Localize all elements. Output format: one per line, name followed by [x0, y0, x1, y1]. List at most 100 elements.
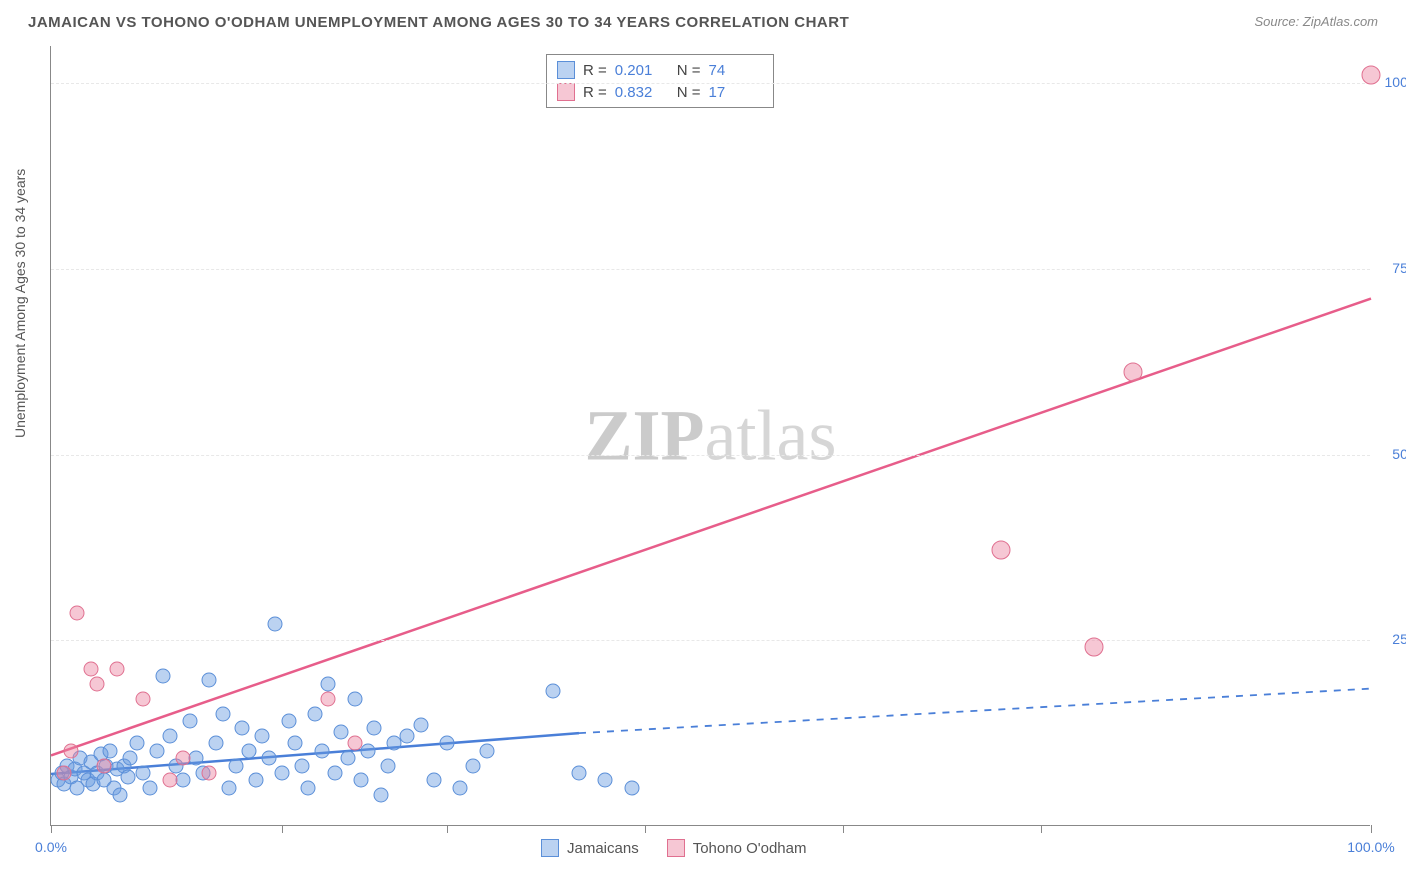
data-point: [268, 617, 283, 632]
y-tick-label: 100.0%: [1385, 74, 1406, 90]
data-point: [90, 676, 105, 691]
data-point: [149, 743, 164, 758]
data-point: [96, 758, 111, 773]
data-point: [1084, 637, 1103, 656]
legend-row-jamaicans: R = 0.201 N = 74: [557, 59, 763, 81]
x-tick: [282, 825, 283, 833]
data-point: [598, 773, 613, 788]
gridline: [51, 455, 1370, 456]
data-point: [301, 780, 316, 795]
data-point: [453, 780, 468, 795]
data-point: [189, 751, 204, 766]
x-tick-label: 100.0%: [1347, 839, 1394, 855]
r-label: R =: [583, 62, 607, 79]
data-point: [321, 676, 336, 691]
trend-lines-svg: [51, 46, 1370, 825]
data-point: [545, 684, 560, 699]
data-point: [308, 706, 323, 721]
data-point: [70, 606, 85, 621]
data-point: [334, 725, 349, 740]
gridline: [51, 640, 1370, 641]
x-tick: [447, 825, 448, 833]
data-point: [360, 743, 375, 758]
swatch-icon: [541, 839, 559, 857]
data-point: [314, 743, 329, 758]
legend-item-jamaicans: Jamaicans: [541, 839, 639, 857]
n-value: 74: [709, 62, 763, 79]
data-point: [572, 766, 587, 781]
data-point: [143, 780, 158, 795]
data-point: [275, 766, 290, 781]
data-point: [347, 691, 362, 706]
source-attribution: Source: ZipAtlas.com: [1254, 14, 1378, 29]
data-point: [136, 766, 151, 781]
r-value: 0.832: [615, 84, 669, 101]
data-point: [992, 541, 1011, 560]
data-point: [288, 736, 303, 751]
y-axis-title: Unemployment Among Ages 30 to 34 years: [12, 169, 28, 438]
data-point: [1124, 362, 1143, 381]
trend-line-extrapolated: [579, 689, 1371, 734]
swatch-icon: [667, 839, 685, 857]
data-point: [202, 766, 217, 781]
data-point: [202, 673, 217, 688]
data-point: [242, 743, 257, 758]
data-point: [466, 758, 481, 773]
legend-item-tohono: Tohono O'odham: [667, 839, 807, 857]
gridline: [51, 83, 1370, 84]
n-label: N =: [677, 62, 701, 79]
data-point: [209, 736, 224, 751]
data-point: [120, 769, 135, 784]
x-tick: [1041, 825, 1042, 833]
series-legend: Jamaicans Tohono O'odham: [541, 839, 806, 857]
trend-line: [51, 299, 1371, 756]
x-tick: [51, 825, 52, 833]
swatch-icon: [557, 83, 575, 101]
swatch-icon: [557, 61, 575, 79]
data-point: [248, 773, 263, 788]
data-point: [413, 717, 428, 732]
r-value: 0.201: [615, 62, 669, 79]
data-point: [294, 758, 309, 773]
legend-label: Jamaicans: [567, 840, 639, 857]
data-point: [222, 780, 237, 795]
data-point: [341, 751, 356, 766]
data-point: [112, 788, 127, 803]
y-tick-label: 75.0%: [1392, 260, 1406, 276]
data-point: [162, 728, 177, 743]
data-point: [176, 751, 191, 766]
data-point: [426, 773, 441, 788]
data-point: [110, 662, 125, 677]
data-point: [228, 758, 243, 773]
chart-title: JAMAICAN VS TOHONO O'ODHAM UNEMPLOYMENT …: [28, 14, 849, 31]
data-point: [63, 743, 78, 758]
n-value: 17: [709, 84, 763, 101]
data-point: [327, 766, 342, 781]
chart-plot-area: ZIPatlas R = 0.201 N = 74 R = 0.832 N = …: [50, 46, 1370, 826]
data-point: [1362, 65, 1381, 84]
data-point: [136, 691, 151, 706]
correlation-legend: R = 0.201 N = 74 R = 0.832 N = 17: [546, 54, 774, 108]
data-point: [162, 773, 177, 788]
gridline: [51, 269, 1370, 270]
data-point: [624, 780, 639, 795]
data-point: [123, 751, 138, 766]
legend-label: Tohono O'odham: [693, 840, 807, 857]
r-label: R =: [583, 84, 607, 101]
x-tick-label: 0.0%: [35, 839, 67, 855]
y-tick-label: 25.0%: [1392, 631, 1406, 647]
data-point: [255, 728, 270, 743]
x-tick: [843, 825, 844, 833]
data-point: [83, 662, 98, 677]
data-point: [374, 788, 389, 803]
data-point: [380, 758, 395, 773]
data-point: [440, 736, 455, 751]
data-point: [215, 706, 230, 721]
data-point: [479, 743, 494, 758]
data-point: [367, 721, 382, 736]
data-point: [321, 691, 336, 706]
legend-row-tohono: R = 0.832 N = 17: [557, 81, 763, 103]
data-point: [176, 773, 191, 788]
x-tick: [1371, 825, 1372, 833]
data-point: [182, 714, 197, 729]
